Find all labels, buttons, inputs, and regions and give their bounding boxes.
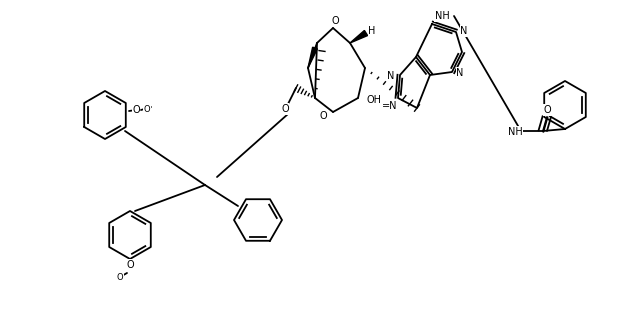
Text: O: O [543,105,551,115]
Text: OH: OH [366,95,381,105]
Text: =N: =N [382,101,398,111]
Text: O: O [281,104,289,114]
Text: NH: NH [434,11,449,21]
Text: N: N [456,68,464,78]
Text: O: O [126,260,134,270]
Text: O: O [319,111,327,121]
Text: O: O [116,272,123,281]
Text: N: N [460,26,468,36]
Text: O: O [144,106,150,115]
Text: N: N [387,71,394,81]
Text: O: O [132,105,140,115]
Polygon shape [350,30,367,43]
Text: H: H [368,26,376,36]
Polygon shape [308,47,317,68]
Text: NH: NH [508,127,522,137]
Text: O: O [331,16,339,26]
